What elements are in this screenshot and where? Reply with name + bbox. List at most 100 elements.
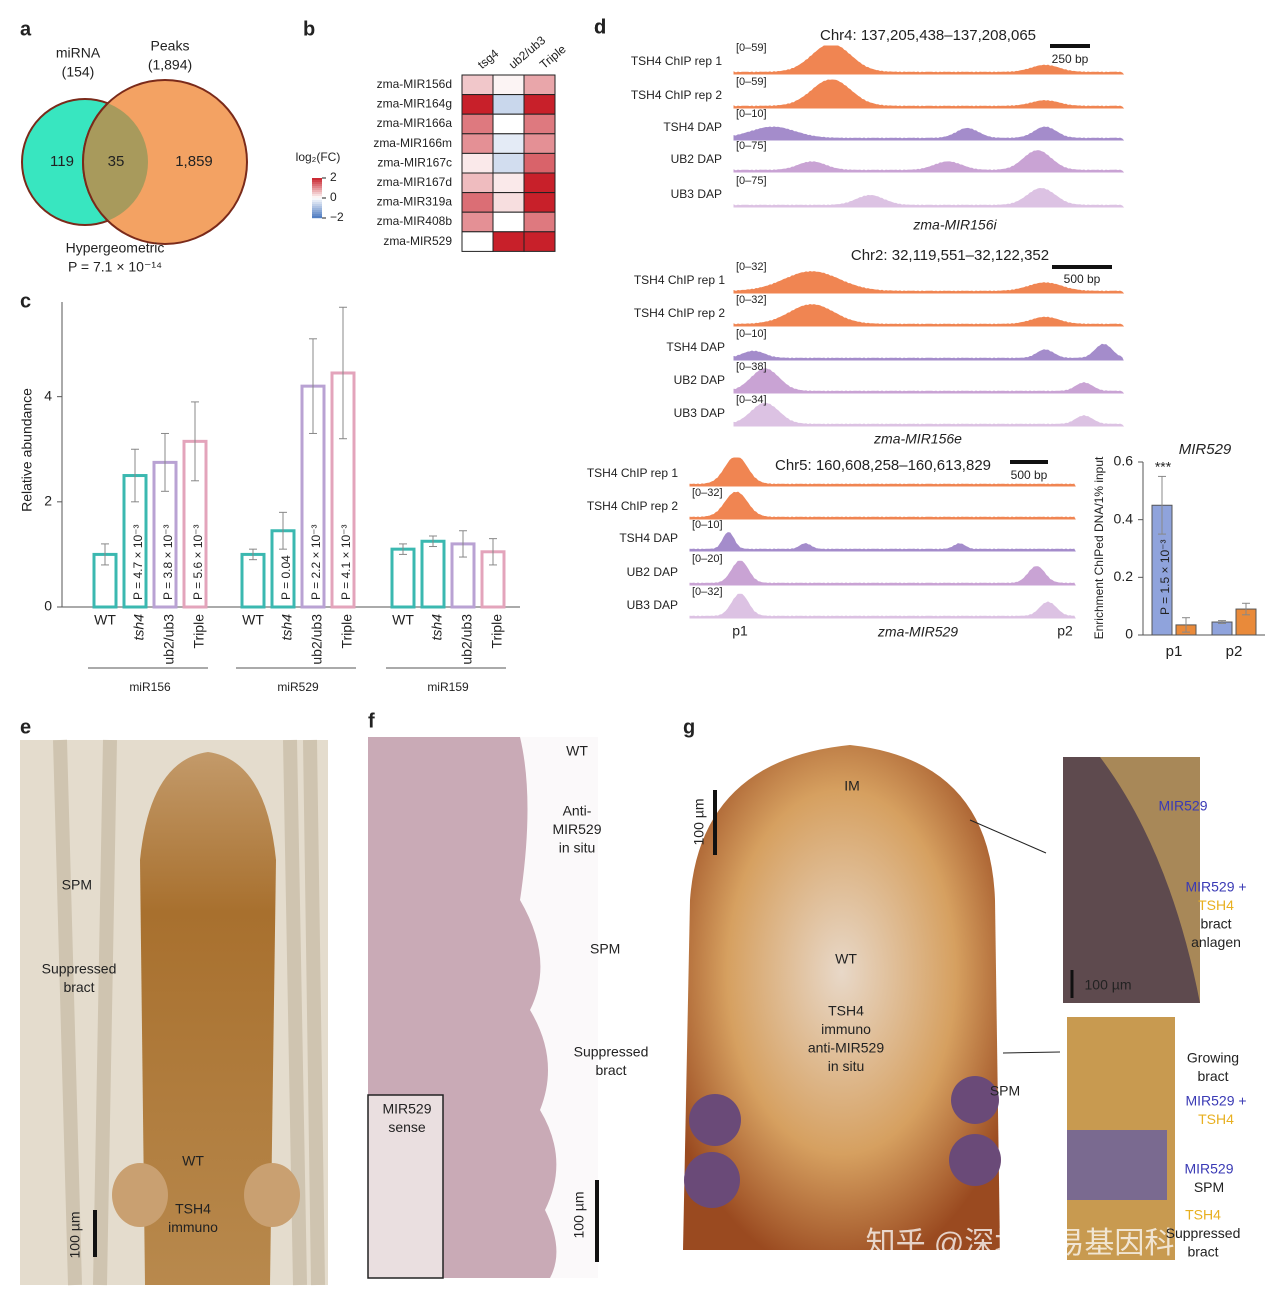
group-label: miR529: [277, 680, 319, 694]
image-label: SPM: [590, 941, 620, 957]
bar: [420, 539, 446, 609]
track-label: TSH4 ChIP rep 1: [634, 273, 725, 287]
bar: [1211, 621, 1233, 636]
row-label: zma-MIR529: [383, 234, 452, 248]
p-value: P = 1.5 × 10⁻³: [1158, 539, 1172, 615]
image-label: WT: [835, 951, 857, 967]
colorbar-label: log₂(FC): [296, 150, 341, 164]
image-label: Suppressed: [42, 961, 117, 977]
signal-track: [689, 593, 1076, 619]
track-range: [0–38]: [736, 361, 767, 373]
scale-label: 500 bp: [1064, 272, 1101, 286]
row-label: zma-MIR319a: [377, 195, 453, 209]
bar-label: Triple: [489, 614, 505, 649]
image-label: 100 µm: [1085, 977, 1132, 993]
bar-label: WT: [242, 612, 264, 628]
colorbar-step: [312, 206, 322, 209]
locus-title: Chr2: 32,119,551–32,122,352: [851, 247, 1049, 264]
track-label: UB3 DAP: [627, 598, 678, 612]
scale-label: 500 bp: [1011, 468, 1048, 482]
signal-track: [733, 343, 1124, 361]
heat-cell: [523, 231, 556, 252]
row-label: zma-MIR167c: [377, 155, 452, 169]
x-tick-label: p2: [1226, 643, 1243, 660]
heat-cell: [523, 172, 556, 194]
colorbar-step: [312, 180, 322, 183]
image-label: bract: [1197, 1068, 1228, 1084]
bar-label: ub2/ub3: [161, 614, 177, 665]
image-label: MIR529 +: [1185, 879, 1246, 895]
colorbar-step: [312, 184, 322, 187]
image-label: SPM: [1194, 1179, 1224, 1195]
y-axis-label: Enrichment ChIPed DNA/1% input: [1092, 456, 1106, 639]
image-label: immuno: [821, 1021, 871, 1037]
heat-cell: [492, 172, 525, 194]
scale-label: 250 bp: [1052, 52, 1089, 66]
signal-track: [733, 79, 1125, 109]
colorbar-step: [312, 182, 322, 185]
bar-label: tsh4: [429, 614, 445, 641]
heat-cell: [461, 231, 494, 252]
track-range: [0–10]: [692, 519, 723, 531]
heat-cell: [523, 133, 556, 154]
heat-cell: [523, 94, 556, 115]
column-label: tsg4: [475, 46, 502, 72]
signal-track: [733, 368, 1125, 394]
heat-cell: [492, 94, 525, 115]
bar: [390, 547, 416, 609]
signal-track: [733, 126, 1125, 141]
p-value: P = 4.1 × 10⁻³: [339, 524, 353, 600]
row-label: zma-MIR167d: [377, 175, 452, 189]
track-range: [0–32]: [692, 487, 723, 499]
heat-cell: [461, 152, 494, 174]
heat-cell: [461, 133, 494, 154]
panel-letter: c: [20, 290, 31, 312]
row-label: zma-MIR164g: [377, 97, 452, 111]
colorbar-step: [312, 214, 322, 217]
signal-track: [733, 187, 1125, 208]
colorbar-step: [312, 210, 322, 213]
region-count: 35: [108, 153, 125, 170]
colorbar-step: [312, 188, 322, 191]
image-label: Growing: [1187, 1050, 1239, 1066]
signal-track: [689, 457, 1076, 487]
colorbar-step: [312, 198, 322, 201]
image-label: sense: [388, 1119, 426, 1135]
watermark: 知乎 @深圳市易基因科技: [866, 1227, 1205, 1260]
gene-name: zma-MIR156i: [912, 217, 997, 233]
track-range: [0–75]: [736, 175, 767, 187]
track-label: UB3 DAP: [671, 187, 722, 201]
track-range: [0–34]: [736, 394, 767, 406]
panel-letter: e: [20, 716, 31, 738]
region-count: 119: [50, 153, 74, 170]
signal-track: [733, 45, 1125, 75]
track-range: [0–59]: [736, 42, 767, 54]
bar-label: tsh4: [279, 614, 295, 641]
bar-label: tsh4: [131, 614, 147, 641]
heat-cell: [461, 192, 494, 213]
heat-cell: [461, 94, 494, 115]
set-name: Peaks: [151, 38, 190, 54]
image-label: in situ: [828, 1058, 865, 1074]
colorbar-tick-label: −2: [330, 210, 344, 224]
p-value: P = 5.6 × 10⁻³: [191, 524, 205, 600]
track-range: [0–75]: [736, 140, 767, 152]
bar-label: WT: [392, 612, 414, 628]
heat-cell: [492, 192, 525, 213]
image-label: TSH4: [1185, 1207, 1221, 1223]
signal-track: [689, 532, 1076, 552]
p-value: P = 4.7 × 10⁻³: [131, 524, 145, 600]
signal-track: [733, 270, 1125, 294]
panel-letter: d: [594, 16, 606, 38]
track-label: TSH4 ChIP rep 2: [634, 306, 725, 320]
heat-cell: [492, 133, 525, 154]
colorbar-step: [312, 192, 322, 195]
signal-track: [733, 402, 1125, 427]
track-label: TSH4 ChIP rep 1: [631, 54, 722, 68]
image-label: TSH4: [1198, 1111, 1234, 1127]
row-label: zma-MIR408b: [377, 214, 453, 228]
track-label: UB2 DAP: [627, 565, 678, 579]
colorbar-step: [312, 194, 322, 197]
image-label: immuno: [168, 1219, 218, 1235]
